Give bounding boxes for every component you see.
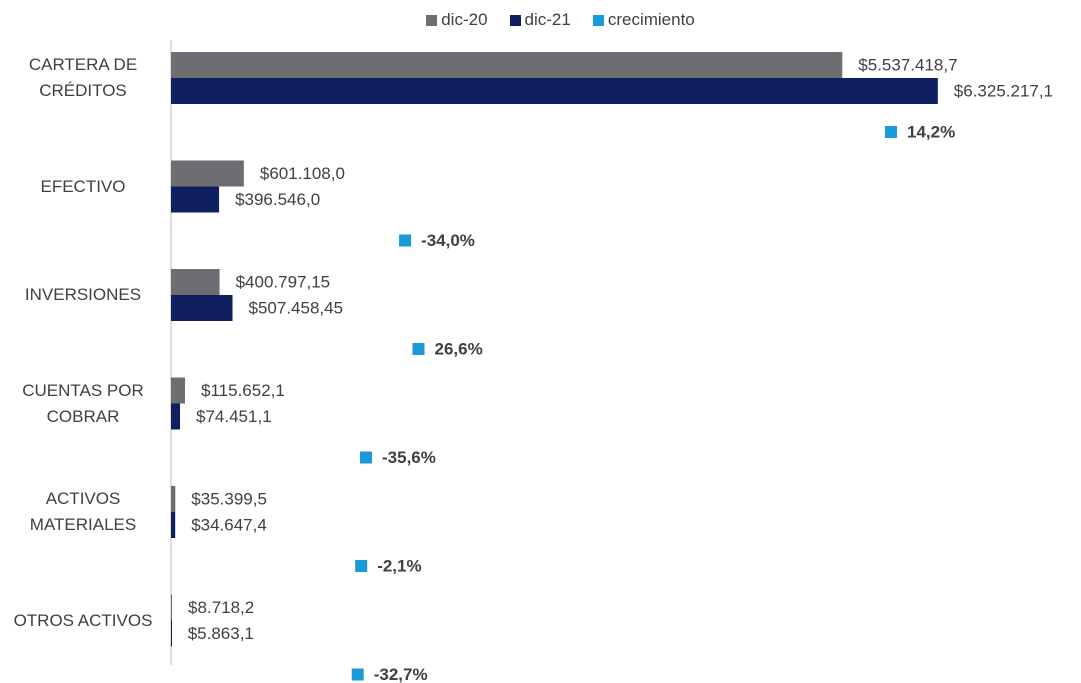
growth-marker: [399, 234, 412, 247]
y-tick-label: CARTERA DE CRÉDITOS: [28, 55, 138, 100]
legend-label: dic-20: [441, 10, 488, 29]
bar: [171, 620, 172, 647]
legend-swatch: [426, 14, 438, 26]
growth-label: -2,1%: [377, 556, 421, 575]
data-label: $6.325.217,1: [954, 81, 1053, 100]
bar: [171, 52, 843, 78]
bar: [171, 269, 220, 295]
bar: [171, 403, 181, 430]
data-label: $601.108,0: [260, 164, 345, 183]
growth-label: -35,6%: [382, 448, 436, 467]
growth-label: -34,0%: [421, 231, 475, 250]
growth-marker: [351, 668, 364, 681]
growth-marker: [355, 560, 368, 572]
bar: [171, 78, 938, 104]
growth-label: -32,7%: [374, 665, 428, 683]
data-label: $115.652,1: [201, 381, 285, 400]
legend-item: dic-20: [426, 10, 488, 30]
data-label: $34.647,4: [191, 515, 267, 534]
bar: [171, 512, 176, 538]
data-label: $507.458,45: [249, 298, 344, 317]
y-tick-label: CUENTAS POR COBRAR: [22, 380, 144, 426]
growth-marker: [360, 451, 373, 464]
data-label: $74.451,1: [196, 407, 272, 426]
growth-label: 14,2%: [907, 122, 955, 141]
growth-marker: [885, 126, 897, 138]
data-label: $35.399,5: [191, 489, 267, 508]
bar: [171, 295, 233, 321]
data-label: $400.797,15: [236, 272, 331, 291]
legend-item: crecimiento: [592, 10, 695, 30]
y-tick-label: EFECTIVO: [40, 176, 126, 196]
data-label: $8.718,2: [188, 598, 254, 617]
data-label: $5.537.418,7: [858, 55, 957, 74]
growth-marker: [412, 343, 425, 355]
legend-item: dic-21: [509, 10, 571, 30]
legend-label: crecimiento: [607, 10, 695, 29]
bar: [171, 377, 186, 404]
legend: dic-20 dic-21 crecimiento: [0, 10, 1081, 30]
bar: [171, 186, 220, 213]
y-tick-label: INVERSIONES: [24, 285, 142, 304]
bar: [171, 486, 176, 512]
y-tick-label: ACTIVOS MATERIALES: [29, 489, 137, 534]
growth-label: 26,6%: [435, 339, 483, 358]
bar: [171, 594, 173, 621]
data-label: $5.863,1: [188, 624, 254, 643]
y-tick-label: OTROS ACTIVOS: [13, 610, 153, 630]
bar: [171, 160, 244, 187]
legend-swatch: [509, 14, 521, 26]
data-label: $396.546,0: [235, 190, 320, 209]
legend-label: dic-21: [524, 10, 571, 29]
legend-swatch: [592, 14, 604, 26]
